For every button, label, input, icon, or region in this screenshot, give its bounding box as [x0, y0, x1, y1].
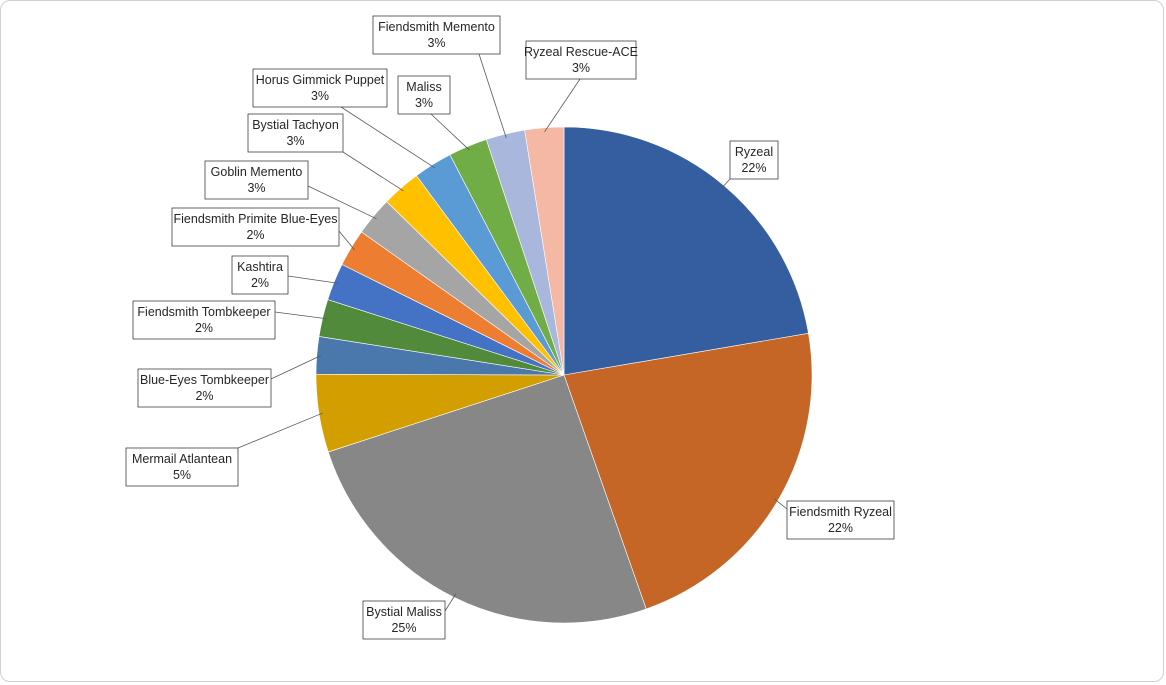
data-label-percent: 2%	[195, 321, 213, 335]
data-label-box	[132, 300, 276, 340]
pie-slices	[315, 126, 813, 624]
data-labels: Ryzeal 22% Fiendsmith Ryzeal 22% Bystial Mal…	[125, 15, 895, 640]
data-label-box	[786, 500, 895, 540]
pie-slice-bystial-maliss	[327, 374, 647, 624]
leader-line-maliss	[430, 113, 470, 151]
data-label-kashtira: Kashtira 2%	[231, 255, 289, 295]
data-label-category: Fiendsmith Primite Blue-Eyes	[174, 212, 338, 226]
leader-line-goblin-memento	[307, 185, 377, 220]
data-label-percent: 3%	[286, 134, 304, 148]
data-label-category: Kashtira	[237, 260, 283, 274]
data-label-percent: 3%	[247, 181, 265, 195]
data-label-percent: 22%	[741, 161, 766, 175]
data-label-box	[729, 140, 779, 180]
data-label-percent: 22%	[828, 521, 853, 535]
data-label-percent: 3%	[572, 61, 590, 75]
leader-line-kashtira	[287, 275, 338, 284]
leader-line-bystial-maliss	[444, 593, 457, 612]
leader-lines	[237, 53, 788, 612]
data-label-percent: 2%	[195, 389, 213, 403]
leader-line-fiendsmith-primite-blue-eyes	[338, 230, 355, 251]
data-label-percent: 3%	[427, 36, 445, 50]
data-label-maliss: Maliss 3%	[397, 75, 451, 115]
data-label-box	[247, 113, 344, 153]
leader-line-ryzeal	[721, 178, 731, 189]
data-label-fiendsmith-memento: Fiendsmith Memento 3%	[372, 15, 501, 55]
leader-line-fiendsmith-ryzeal	[774, 498, 788, 510]
data-label-horus-gimmick-puppet: Horus Gimmick Puppet 3%	[252, 68, 388, 108]
data-label-mermail-atlantean: Mermail Atlantean 5%	[125, 447, 239, 487]
leader-line-mermail-atlantean	[237, 412, 324, 449]
data-label-box	[137, 368, 272, 408]
data-label-percent: 25%	[391, 621, 416, 635]
data-label-category: Blue-Eyes Tombkeeper	[140, 373, 269, 387]
data-label-fiendsmith-tombkeeper: Fiendsmith Tombkeeper 2%	[132, 300, 276, 340]
data-label-box	[397, 75, 451, 115]
data-label-bystial-tachyon: Bystial Tachyon 3%	[247, 113, 344, 153]
data-label-box	[362, 600, 446, 640]
data-label-category: Fiendsmith Memento	[378, 20, 495, 34]
data-label-percent: 2%	[251, 276, 269, 290]
data-label-box	[125, 447, 239, 487]
data-label-category: Goblin Memento	[211, 165, 303, 179]
data-label-category: Mermail Atlantean	[132, 452, 232, 466]
data-label-fiendsmith-primite-blue-eyes: Fiendsmith Primite Blue-Eyes 2%	[171, 207, 340, 247]
data-label-box	[171, 207, 340, 247]
data-label-category: Fiendsmith Ryzeal	[789, 505, 892, 519]
data-label-category: Bystial Tachyon	[252, 118, 339, 132]
leader-line-fiendsmith-tombkeeper	[274, 311, 327, 320]
leader-line-fiendsmith-memento	[478, 53, 507, 139]
data-label-goblin-memento: Goblin Memento 3%	[204, 160, 309, 200]
leader-line-horus-gimmick-puppet	[340, 106, 436, 169]
leader-line-ryzeal-rescue-ace	[544, 78, 581, 132]
data-label-box	[525, 40, 637, 80]
data-label-bystial-maliss: Bystial Maliss 25%	[362, 600, 446, 640]
data-label-ryzeal: Ryzeal 22%	[729, 140, 779, 180]
pie-slice-fiendsmith-ryzeal	[563, 332, 813, 610]
data-label-ryzeal-rescue-ace: Ryzeal Rescue-ACE 3%	[524, 40, 638, 80]
data-label-percent: 2%	[246, 228, 264, 242]
data-label-category: Ryzeal	[735, 145, 773, 159]
data-label-box	[252, 68, 388, 108]
leader-line-bystial-tachyon	[342, 151, 404, 192]
data-label-category: Fiendsmith Tombkeeper	[137, 305, 270, 319]
data-label-box	[204, 160, 309, 200]
data-label-blue-eyes-tombkeeper: Blue-Eyes Tombkeeper 2%	[137, 368, 272, 408]
pie-slice-ryzeal-rescue-ace	[524, 126, 565, 376]
data-label-box	[231, 255, 289, 295]
data-label-category: Horus Gimmick Puppet	[256, 73, 385, 87]
data-label-percent: 5%	[173, 468, 191, 482]
data-label-percent: 3%	[415, 96, 433, 110]
data-label-box	[372, 15, 501, 55]
data-label-fiendsmith-ryzeal: Fiendsmith Ryzeal 22%	[786, 500, 895, 540]
data-label-percent: 3%	[311, 89, 329, 103]
data-label-category: Maliss	[406, 80, 441, 94]
data-label-category: Bystial Maliss	[366, 605, 442, 619]
data-label-category: Ryzeal Rescue-ACE	[524, 45, 638, 59]
leader-line-blue-eyes-tombkeeper	[270, 355, 321, 380]
